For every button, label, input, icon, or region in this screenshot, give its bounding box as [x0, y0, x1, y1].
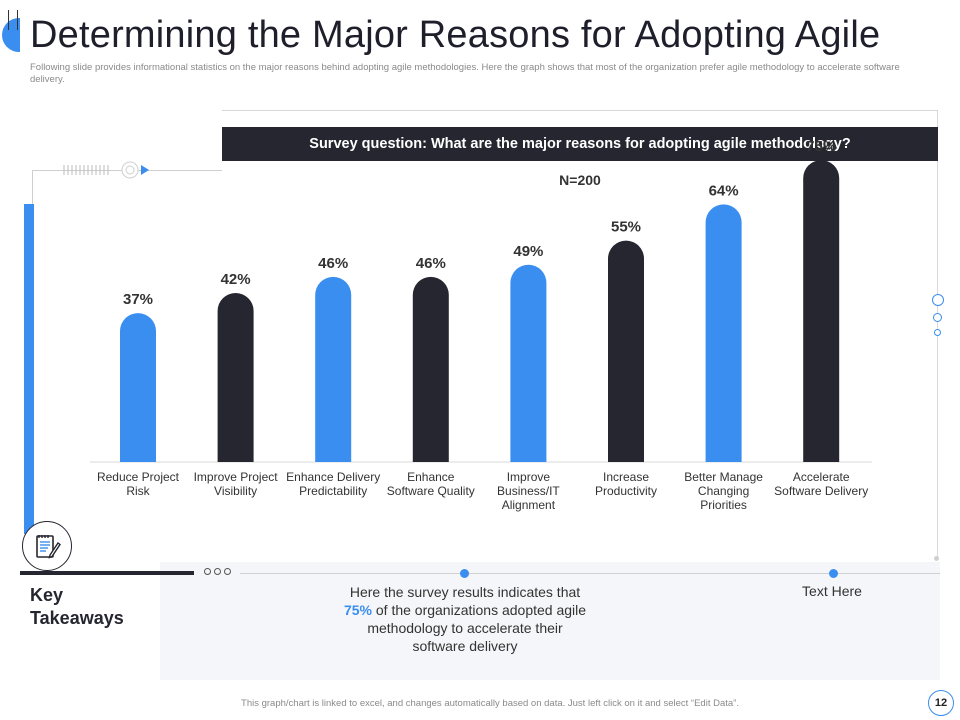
footer-note: This graph/chart is linked to excel, and…	[241, 698, 739, 709]
category-label-line: Productivity	[595, 484, 657, 498]
title-accent-shape	[2, 18, 20, 52]
category-label: Improve Project Visibility	[194, 470, 279, 498]
category-label-line: Alignment	[502, 498, 556, 512]
bar-7	[705, 204, 742, 462]
category-label: Improve Business/IT Alignment	[497, 470, 560, 512]
key-takeaways-heading-line2: Takeaways	[30, 608, 124, 628]
bar-6	[608, 240, 644, 462]
ellipsis-dot	[204, 568, 211, 575]
takeaway-text-1-start: Here the survey results indicates that	[349, 584, 581, 600]
decor-ring-large	[932, 294, 944, 306]
category-label-line: Software Delivery	[774, 484, 868, 498]
takeaway-highlight-value: 75%	[343, 602, 372, 618]
category-label-line: Enhance	[407, 470, 455, 484]
connector-decoration	[63, 161, 149, 179]
category-label-line: Better Manage	[684, 470, 763, 484]
takeaway-text-2: Text Here	[802, 583, 862, 599]
category-label-line: Enhance Delivery	[286, 470, 380, 484]
category-label-line: Reduce Project	[97, 470, 180, 484]
category-label-line: Improve	[507, 470, 551, 484]
page-number: 12	[928, 690, 954, 716]
takeaway-light-rule	[240, 573, 940, 574]
takeaway-text-1: Here the survey results indicates that 7…	[340, 583, 590, 655]
bar-1	[120, 313, 156, 462]
category-label-line: Accelerate	[793, 470, 850, 484]
bar-value-label: 75%	[806, 138, 836, 155]
category-label-line: Visibility	[214, 484, 257, 498]
category-label-line: Software Quality	[387, 484, 475, 498]
takeaway-text-1-end: of the organizations adopted agile metho…	[367, 602, 587, 654]
notepad-pen-icon-graphic	[36, 535, 61, 559]
sample-size-label: N=200	[559, 172, 601, 188]
bar-value-label: 49%	[513, 243, 543, 260]
key-takeaways-heading: Key Takeaways	[30, 584, 124, 630]
page-subtitle: Following slide provides informational s…	[30, 62, 900, 85]
ellipsis-dot	[214, 568, 221, 575]
category-label-line: Changing	[698, 484, 749, 498]
key-takeaways-heading-line1: Key	[30, 585, 64, 605]
category-label-line: Priorities	[700, 498, 747, 512]
bar-5	[510, 264, 547, 462]
bar-value-label: 55%	[611, 219, 641, 236]
category-label-line: Predictability	[299, 484, 367, 498]
decor-ring-medium	[933, 313, 942, 322]
takeaway-marker-1	[460, 569, 469, 578]
bar-chart: 37% Reduce Project Risk 42% Improve Project V…	[63, 138, 872, 512]
bar-4	[412, 276, 449, 462]
category-label-line: Increase	[603, 470, 649, 484]
ellipsis-dots	[204, 568, 231, 575]
ellipsis-dot	[224, 568, 231, 575]
connector-line-vertical	[32, 170, 33, 204]
left-accent-bar	[24, 204, 34, 534]
bar-value-label: 42%	[221, 271, 251, 288]
category-label: Accelerate Software Delivery	[774, 470, 868, 498]
bars-group: 37% Reduce Project Risk 42% Improve Project V…	[97, 138, 868, 512]
category-label-line: Risk	[126, 484, 150, 498]
category-label: Enhance Software Quality	[387, 470, 475, 498]
category-label: Reduce Project Risk	[97, 470, 180, 498]
bar-value-label: 37%	[123, 291, 153, 308]
bar-3	[315, 276, 352, 462]
notepad-pen-icon	[22, 521, 72, 571]
category-label-line: Business/IT	[497, 484, 560, 498]
bar-value-label: 64%	[709, 182, 739, 199]
takeaway-marker-2	[829, 569, 838, 578]
category-label: Enhance Delivery Predictability	[286, 470, 380, 498]
frame-corner-dot	[934, 556, 939, 561]
takeaway-panel	[160, 562, 940, 680]
title-accent-lines	[8, 10, 18, 30]
decor-ring-small	[934, 329, 941, 336]
takeaway-dark-rule	[20, 571, 194, 575]
chart-frame-top-line	[222, 110, 938, 111]
category-label: Better Manage Changing Priorities	[684, 470, 763, 512]
category-label-line: Improve Project	[194, 470, 279, 484]
page-title: Determining the Major Reasons for Adopti…	[30, 14, 881, 56]
survey-question-banner: Survey question: What are the major reas…	[222, 127, 938, 161]
category-label: Increase Productivity	[595, 470, 657, 498]
bar-8	[803, 160, 840, 462]
bar-2	[217, 292, 254, 462]
bar-value-label: 46%	[318, 255, 348, 272]
bar-value-label: 46%	[416, 255, 446, 272]
